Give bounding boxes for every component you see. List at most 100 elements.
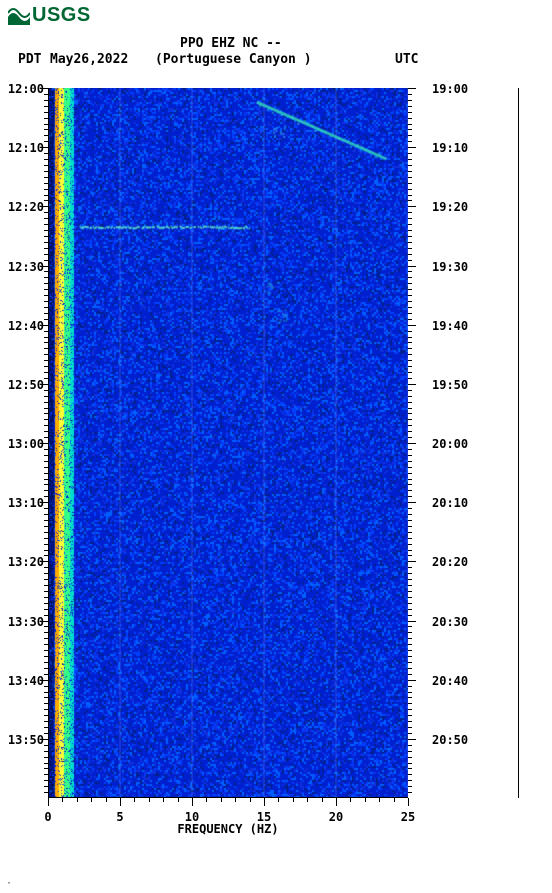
- ytick-minor: [408, 603, 412, 604]
- xtick-mark: [336, 798, 337, 806]
- ytick-minor: [408, 632, 412, 633]
- ytick-minor: [408, 792, 412, 793]
- ytick-minor: [44, 626, 48, 627]
- ytick-minor: [408, 413, 412, 414]
- ytick-minor: [408, 573, 412, 574]
- ytick-minor: [44, 289, 48, 290]
- ytick-minor: [408, 721, 412, 722]
- ytick-minor: [44, 218, 48, 219]
- ytick-mark: [40, 266, 48, 267]
- ytick-minor: [408, 224, 412, 225]
- ytick-minor: [408, 236, 412, 237]
- ytick-minor: [408, 544, 412, 545]
- ytick-minor: [44, 579, 48, 580]
- ytick-minor: [44, 236, 48, 237]
- ytick-right-label: 19:10: [432, 141, 468, 155]
- ytick-mark: [40, 621, 48, 622]
- ytick-minor: [408, 703, 412, 704]
- ytick-mark: [40, 384, 48, 385]
- ytick-minor: [44, 662, 48, 663]
- ytick-minor: [408, 555, 412, 556]
- ytick-minor: [44, 402, 48, 403]
- ytick-minor: [44, 425, 48, 426]
- timezone-left: PDT: [18, 52, 41, 67]
- ytick-minor: [408, 141, 412, 142]
- ytick-minor: [408, 129, 412, 130]
- ytick-left-label: 13:50: [0, 733, 44, 747]
- ytick-left-label: 13:10: [0, 496, 44, 510]
- xtick-mark: [192, 798, 193, 806]
- ytick-minor: [44, 153, 48, 154]
- y-axis-right: 19:0019:1019:2019:3019:4019:5020:0020:10…: [408, 88, 468, 798]
- ytick-mark: [40, 739, 48, 740]
- ytick-minor: [408, 757, 412, 758]
- xtick-minor: [163, 798, 164, 802]
- ytick-minor: [44, 106, 48, 107]
- ytick-minor: [408, 372, 412, 373]
- ytick-minor: [408, 230, 412, 231]
- spectrogram-canvas: [48, 88, 408, 798]
- ytick-minor: [408, 112, 412, 113]
- ytick-right-label: 20:20: [432, 555, 468, 569]
- ytick-mark: [40, 325, 48, 326]
- ytick-minor: [44, 165, 48, 166]
- ytick-minor: [408, 484, 412, 485]
- ytick-minor: [44, 212, 48, 213]
- xtick-minor: [62, 798, 63, 802]
- ytick-left-label: 13:20: [0, 555, 44, 569]
- ytick-minor: [408, 786, 412, 787]
- ytick-minor: [44, 94, 48, 95]
- ytick-right-label: 20:50: [432, 733, 468, 747]
- ytick-right-label: 20:10: [432, 496, 468, 510]
- usgs-wave-icon: [8, 7, 30, 25]
- ytick-minor: [408, 591, 412, 592]
- ytick-minor: [44, 260, 48, 261]
- ytick-minor: [408, 751, 412, 752]
- ytick-right-label: 20:40: [432, 674, 468, 688]
- ytick-mark: [408, 266, 416, 267]
- ytick-minor: [408, 319, 412, 320]
- xtick-mark: [408, 798, 409, 806]
- ytick-left-label: 12:00: [0, 82, 44, 96]
- ytick-minor: [44, 544, 48, 545]
- station-code: PPO EHZ NC --: [180, 36, 282, 51]
- ytick-minor: [408, 733, 412, 734]
- header-date: May26,2022: [50, 52, 128, 67]
- ytick-minor: [408, 248, 412, 249]
- ytick-minor: [44, 538, 48, 539]
- ytick-minor: [408, 473, 412, 474]
- ytick-mark: [408, 680, 416, 681]
- y-axis-left: 12:0012:1012:2012:3012:4012:5013:0013:10…: [0, 88, 48, 798]
- ytick-minor: [408, 242, 412, 243]
- ytick-left-label: 12:40: [0, 319, 44, 333]
- ytick-minor: [44, 171, 48, 172]
- right-margin-line: [518, 88, 519, 798]
- ytick-minor: [44, 473, 48, 474]
- ytick-minor: [408, 189, 412, 190]
- ytick-minor: [408, 396, 412, 397]
- ytick-minor: [44, 733, 48, 734]
- ytick-minor: [408, 763, 412, 764]
- ytick-minor: [44, 609, 48, 610]
- station-name: (Portuguese Canyon ): [155, 52, 312, 67]
- ytick-minor: [408, 644, 412, 645]
- ytick-minor: [408, 650, 412, 651]
- xtick-minor: [91, 798, 92, 802]
- ytick-minor: [408, 496, 412, 497]
- ytick-minor: [408, 135, 412, 136]
- ytick-minor: [44, 342, 48, 343]
- ytick-minor: [408, 745, 412, 746]
- xtick-minor: [278, 798, 279, 802]
- ytick-minor: [44, 419, 48, 420]
- ytick-minor: [44, 372, 48, 373]
- ytick-minor: [408, 662, 412, 663]
- ytick-right-label: 20:30: [432, 615, 468, 629]
- ytick-minor: [44, 141, 48, 142]
- ytick-minor: [44, 360, 48, 361]
- ytick-minor: [408, 118, 412, 119]
- ytick-minor: [44, 603, 48, 604]
- ytick-minor: [408, 455, 412, 456]
- ytick-minor: [44, 307, 48, 308]
- ytick-right-label: 19:30: [432, 260, 468, 274]
- ytick-minor: [44, 408, 48, 409]
